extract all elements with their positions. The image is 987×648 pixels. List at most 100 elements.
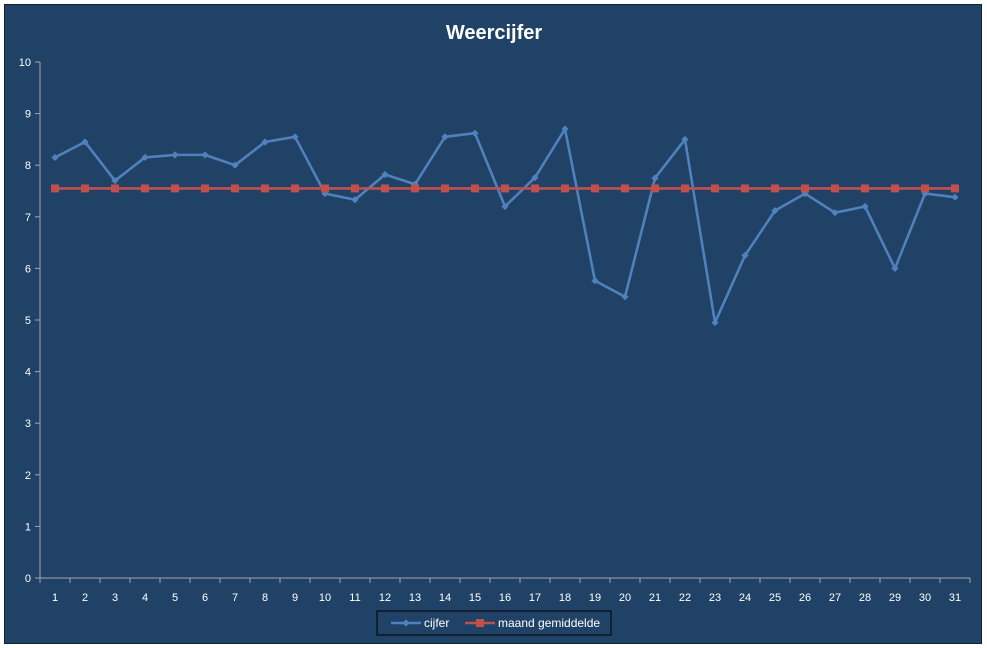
y-tick-label: 9 [25,109,31,121]
data-point [621,184,629,193]
legend-label: maand gemiddelde [498,616,600,630]
data-point [921,184,929,193]
y-tick-label: 8 [25,160,31,172]
data-point [351,184,359,193]
legend-marker [476,619,484,627]
data-point [741,184,749,193]
data-point [831,184,839,193]
y-tick-label: 5 [25,315,31,327]
series-line [54,127,956,324]
data-point [201,151,209,159]
x-tick-label: 2 [82,592,88,604]
x-tick-label: 16 [499,592,511,604]
y-tick-label: 0 [25,573,31,585]
data-point [951,193,959,201]
x-tick-label: 13 [409,592,421,604]
data-point [771,207,779,215]
data-point [561,184,569,193]
legend-items: cijfer maand gemiddelde [391,616,600,630]
data-point [351,196,359,204]
data-point [861,202,869,211]
x-tick-label: 4 [142,592,148,604]
data-point [651,174,659,182]
x-tick-label: 7 [232,592,238,604]
x-ticks: 1 2 3 4 5 6 7 8 9 10 11 12 13 14 15 16 17 18 19 20 21 22 23 24 2… [39,578,971,604]
data-point [711,318,719,327]
data-point [531,173,539,182]
data-point [51,153,59,162]
x-tick-label: 23 [709,592,721,604]
chart-title: Weercijfer [446,22,543,44]
x-tick-label: 10 [319,592,331,604]
y-tick-label: 1 [25,521,31,533]
data-point [801,184,809,193]
x-tick-label: 19 [589,592,601,604]
data-point [891,264,899,272]
data-point [741,251,749,260]
x-tick-label: 26 [799,592,811,604]
data-point [561,125,569,133]
data-point [681,184,689,193]
x-tick-label: 1 [52,592,58,604]
series-2 [51,184,959,193]
x-tick-label: 6 [202,592,208,604]
series-layer [51,125,959,327]
legend-entry: cijfer [391,616,449,630]
data-point [501,202,509,211]
data-point [501,184,509,193]
data-point [711,184,719,193]
legend-box [376,610,612,636]
data-point [291,133,299,141]
data-point [171,184,179,193]
data-point [471,129,479,137]
chart-area: Weercijfer 0 1 2 3 4 5 6 7 8 9 10 1 2 3 4 5 6 7 8 9 10 11 12 1… [4,4,982,644]
x-tick-label: 17 [529,592,541,604]
data-point [111,184,119,193]
data-point [261,138,269,146]
data-point [231,161,239,169]
x-tick-label: 30 [919,592,931,604]
data-point [441,184,449,193]
data-point [891,184,899,193]
data-point [141,184,149,193]
x-tick-label: 31 [949,592,961,604]
x-tick-label: 27 [829,592,841,604]
data-point [441,133,449,141]
x-tick-label: 25 [769,592,781,604]
y-tick-label: 2 [25,470,31,482]
data-point [291,184,299,193]
data-point [141,153,149,162]
y-tick-label: 3 [25,418,31,430]
data-point [621,293,629,301]
x-tick-label: 12 [379,592,391,604]
data-point [81,138,89,146]
x-tick-label: 29 [889,592,901,604]
y-ticks: 0 1 2 3 4 5 6 7 8 9 10 [19,57,40,585]
data-point [651,184,659,193]
legend-marker [402,619,410,627]
data-point [471,184,479,193]
data-point [51,184,59,193]
data-point [201,184,209,193]
data-point [171,151,179,159]
data-point [321,184,329,193]
data-point [261,184,269,193]
legend: cijfer maand gemiddelde [376,610,612,636]
legend-entry: maand gemiddelde [465,616,600,630]
x-tick-label: 15 [469,592,481,604]
data-point [861,184,869,193]
y-tick-label: 7 [25,212,31,224]
data-point [681,135,689,143]
x-tick-label: 28 [859,592,871,604]
x-tick-label: 24 [739,592,751,604]
x-tick-label: 11 [349,592,360,604]
x-tick-label: 8 [262,592,268,604]
data-point [81,184,89,193]
y-tick-label: 4 [25,367,31,379]
x-tick-label: 21 [649,592,661,604]
data-point [381,184,389,193]
y-tick-label: 6 [25,263,31,275]
data-point [591,277,599,285]
data-point [531,184,539,193]
